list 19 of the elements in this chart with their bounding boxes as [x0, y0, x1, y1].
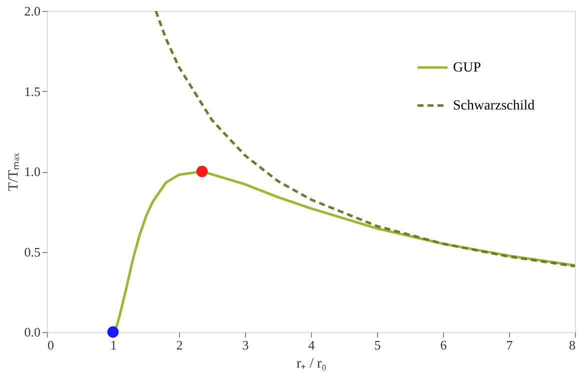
x-tick-label: 1 — [110, 338, 117, 352]
x-tick-label: 4 — [308, 338, 316, 352]
y-tick-label: 1.5 — [24, 84, 40, 99]
x-tick-label: 6 — [440, 338, 448, 352]
x-tick-label: 8 — [569, 338, 576, 352]
y-tick-label: 0.0 — [24, 324, 40, 340]
x-tick-label: 3 — [242, 338, 249, 352]
x-tick-label: 5 — [374, 338, 381, 352]
y-tick-label: 0.5 — [24, 244, 40, 260]
x-axis-title: r₊ / r₀ — [296, 356, 327, 372]
line-series — [154, 11, 575, 268]
x-tick-label: 7 — [506, 338, 514, 352]
y-axis-title: T/Tₘₐₓ — [6, 152, 22, 191]
legend-label: GUP — [453, 60, 482, 76]
y-tick-label: 1.0 — [24, 164, 40, 179]
legend-label: Schwarzschild — [453, 98, 535, 114]
x-tick-label: 2 — [176, 338, 183, 352]
y-tick-label: 2.0 — [24, 4, 40, 18]
x-tick-label: 0 — [48, 338, 54, 352]
